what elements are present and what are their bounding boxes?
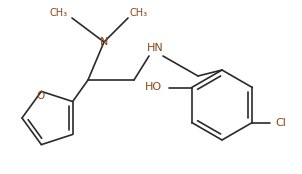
Text: O: O [36, 91, 44, 101]
Text: N: N [100, 37, 108, 47]
Text: CH₃: CH₃ [50, 8, 68, 18]
Text: CH₃: CH₃ [130, 8, 148, 18]
Text: HO: HO [145, 82, 162, 93]
Text: HN: HN [147, 43, 163, 53]
Text: Cl: Cl [275, 117, 286, 128]
